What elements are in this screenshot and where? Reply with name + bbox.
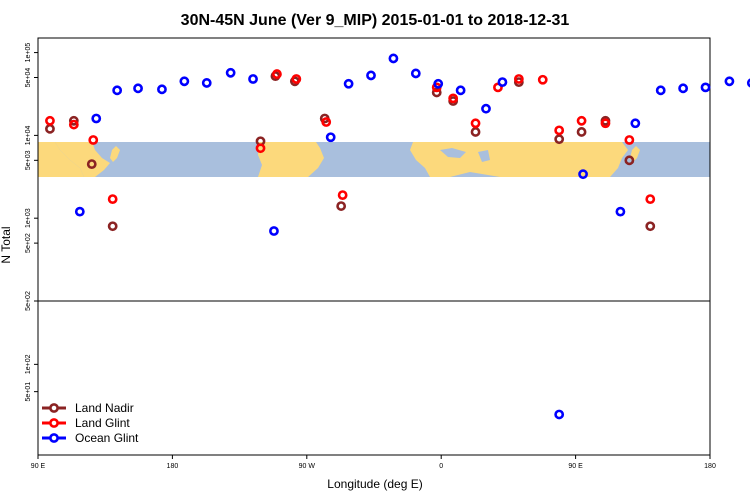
ocean-glint-point [655,85,666,96]
x-tick-label: 0 [439,463,443,470]
ocean-glint-point [578,169,588,180]
land-glint-point [45,115,55,126]
land-nadir-legend-label: Land Nadir [75,401,134,415]
land-glint-legend-marker [49,418,59,428]
land-nadir-point [107,221,118,232]
land-glint-point [470,118,481,129]
ocean-glint-point [201,78,212,88]
map-land-eurasia-africa [410,142,628,177]
land-glint-point [554,125,565,136]
land-glint-point [272,69,282,79]
ocean-glint-point [343,78,354,89]
map-land-asia-west [38,142,84,177]
land-glint-point [576,115,587,126]
lower-y-tick-label: 5e+01 [25,382,32,402]
ocean-glint-point [433,78,444,89]
lower-panel-frame [37,300,711,456]
map-caspian-sea [478,150,490,162]
land-nadir-point [86,159,97,170]
map-land-japan-west [110,146,120,162]
y-axis-upper: 1e+05 5e+04 1e+04 5e+03 1e+03 5e+02 [25,43,38,253]
land-glint-point [107,194,118,205]
land-glint-point [645,194,656,205]
ocean-glint-point [746,78,750,88]
ocean-glint-point [157,84,167,95]
upper-y-tick-label: 5e+03 [25,150,32,170]
land-nadir-point [336,201,347,211]
land-nadir-point [431,87,442,98]
ocean-glint-point [74,206,85,217]
x-axis-label: Longitude (deg E) [327,477,422,491]
ocean-glint-point [269,226,279,236]
land-nadir-legend-marker [49,403,59,413]
ocean-glint-point [325,132,336,143]
ocean-glint-point [481,103,491,114]
ocean-glint-point [615,206,626,217]
x-tick-label: 180 [167,463,179,470]
ocean-glint-point [700,82,711,93]
upper-y-tick-label: 1e+04 [25,125,32,145]
ocean-glint-point [724,76,735,87]
upper-y-tick-label: 1e+03 [25,208,32,228]
ocean-glint-point [497,77,508,88]
land-nadir-point [624,155,635,166]
ocean-glint-point [678,83,689,94]
land-glint-point [448,93,459,104]
x-tick-label: 90 E [568,463,583,470]
map-land-north-america [258,142,324,177]
upper-y-tick-label: 5e+04 [25,68,32,88]
ocean-glint-point [630,118,641,129]
land-glint-point [537,74,548,85]
ocean-glint-point [225,67,236,78]
land-nadir-point [645,221,656,232]
land-glint-point [68,119,79,130]
x-tick-label: 180 [704,463,716,470]
ocean-glint-point [388,53,399,64]
ocean-glint-legend-marker [49,433,59,443]
land-glint-point [337,190,348,201]
upper-y-tick-label: 5e+02 [25,233,32,253]
land-glint-point [255,143,266,154]
ocean-glint-point [91,113,102,124]
ocean-glint-point [410,68,421,79]
y-axis-label: N Total [0,226,13,263]
land-nadir-point [68,115,79,126]
ocean-glint-point [248,74,258,84]
ocean-glint-point [133,83,143,94]
land-nadir-point [470,127,481,137]
map-mediterranean [440,148,466,158]
ocean-glint-point [554,409,565,420]
ocean-glint-point [179,76,190,87]
y-axis-lower: 5e+02 1e+02 5e+01 [25,291,38,401]
upper-y-tick-label: 1e+05 [25,43,32,63]
ocean-glint-point [112,85,123,96]
land-nadir-point [576,127,587,137]
chart-title: 30N-45N June (Ver 9_MIP) 2015-01-01 to 2… [181,12,570,29]
lower-y-tick-label: 5e+02 [25,291,32,311]
ocean-glint-point [455,85,466,96]
land-glint-point [321,117,332,127]
ocean-glint-point [366,70,376,81]
land-nadir-point [45,123,55,134]
map-land-asia-east [55,142,110,177]
land-nadir-point [554,134,565,145]
land-glint-point [513,74,524,84]
land-glint-point [600,118,611,129]
world-map-strip [38,142,710,177]
lower-y-tick-label: 1e+02 [25,354,32,374]
land-glint-legend-label: Land Glint [75,416,130,430]
ocean-glint-legend-label: Ocean Glint [75,431,139,445]
land-glint-point [624,135,635,145]
land-glint-point [88,135,99,145]
x-tick-label: 90 E [31,463,46,470]
scatter-points [45,53,750,420]
land-glint-point [291,74,302,84]
x-tick-label: 90 W [299,463,316,470]
x-axis: 90 E 180 90 W 0 90 E 180 [31,455,716,470]
